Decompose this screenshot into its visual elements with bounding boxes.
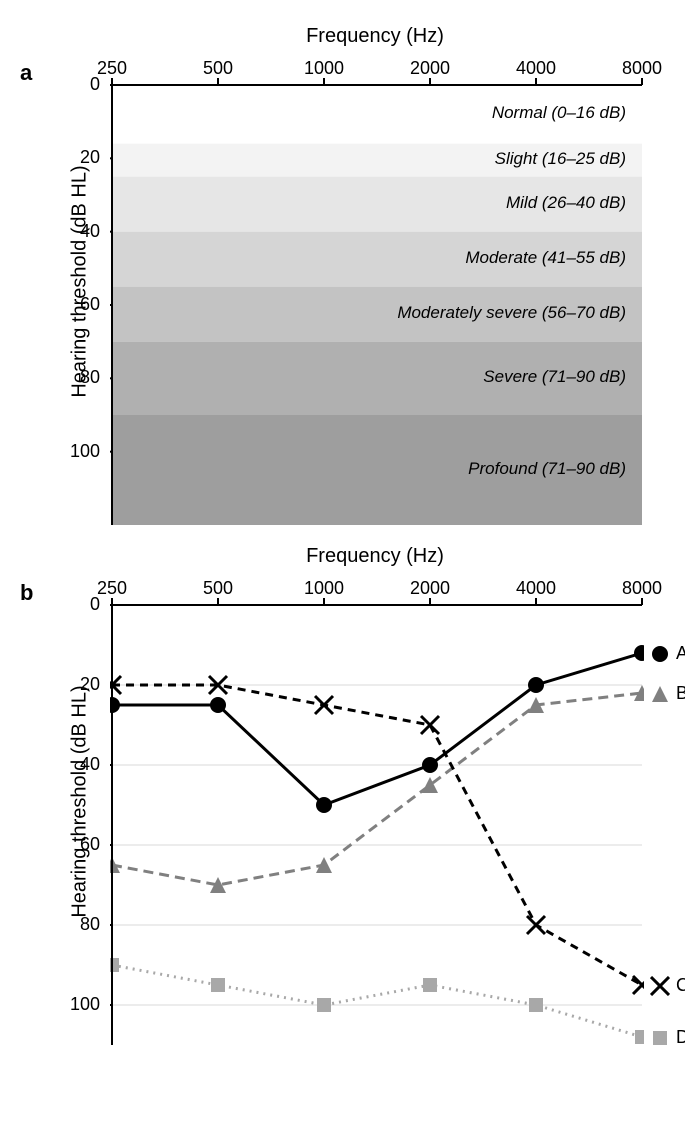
series-D-marker [211, 978, 225, 992]
series-D-marker-icon [650, 1028, 670, 1048]
series-D-marker [317, 998, 331, 1012]
panel-a-letter: a [20, 60, 32, 86]
panel-a-x-tick-label: 8000 [617, 58, 667, 79]
series-D-label-group: D [650, 1027, 685, 1048]
panel-b-x-tick-label: 4000 [511, 578, 561, 599]
panel-a-y-tick-label: 40 [60, 221, 100, 242]
series-D-marker [423, 978, 437, 992]
panel-a-x-tick-label: 1000 [299, 58, 349, 79]
series-D-marker [635, 1030, 644, 1044]
series-B-label: B [676, 683, 685, 704]
hearing-band-label: Slight (16–25 dB) [110, 149, 626, 169]
series-A-marker [634, 645, 644, 661]
panel-a-y-tick-label: 60 [60, 294, 100, 315]
panel-a-x-tick-label: 2000 [405, 58, 455, 79]
panel-a-x-tick-label: 4000 [511, 58, 561, 79]
series-C-marker-icon [650, 976, 670, 996]
panel-b-x-title: Frequency (Hz) [110, 545, 640, 568]
series-A-label: A [676, 643, 685, 664]
hearing-band-label: Severe (71–90 dB) [110, 367, 626, 387]
panel-a: a Frequency (Hz) Hearing threshold (dB H… [20, 60, 665, 530]
panel-a-y-tick-label: 80 [60, 367, 100, 388]
hearing-band-label: Mild (26–40 dB) [110, 193, 626, 213]
series-D-line [112, 965, 642, 1037]
panel-b-y-title: Hearing threshold (dB HL) [69, 652, 92, 952]
series-B-marker-icon [650, 684, 670, 704]
panel-b-x-tick-label: 500 [193, 578, 243, 599]
panel-b-y-tick-label: 0 [60, 594, 100, 615]
series-C-marker [315, 696, 333, 714]
series-A-marker-icon [650, 644, 670, 664]
series-A-marker [316, 797, 332, 813]
series-B-label-group: B [650, 683, 685, 704]
panel-b-y-tick-label: 60 [60, 834, 100, 855]
hearing-band-label: Normal (0–16 dB) [110, 103, 626, 123]
panel-b-y-tick-label: 40 [60, 754, 100, 775]
hearing-band-label: Profound (71–90 dB) [110, 459, 626, 479]
panel-b-y-tick-label: 80 [60, 914, 100, 935]
panel-b-letter: b [20, 580, 33, 606]
series-C-line [112, 685, 642, 985]
series-A-line [112, 653, 642, 805]
hearing-band-label: Moderately severe (56–70 dB) [110, 303, 626, 323]
series-A-marker [210, 697, 226, 713]
series-C-label-group: C [650, 975, 685, 996]
panel-b-chart-area: Frequency (Hz) Hearing threshold (dB HL)… [110, 580, 685, 1050]
panel-a-y-tick-label: 20 [60, 147, 100, 168]
series-D-label: D [676, 1027, 685, 1048]
panel-b: b Frequency (Hz) Hearing threshold (dB H… [20, 580, 665, 1050]
panel-a-y-tick-label: 100 [60, 441, 100, 462]
series-D-marker [529, 998, 543, 1012]
panel-b-svg [110, 580, 644, 1050]
series-C-marker [633, 976, 644, 994]
series-A-marker [422, 757, 438, 773]
panel-a-x-title: Frequency (Hz) [110, 25, 640, 48]
series-A-marker [528, 677, 544, 693]
series-C-label: C [676, 975, 685, 996]
panel-b-y-tick-label: 100 [60, 994, 100, 1015]
panel-b-x-tick-label: 2000 [405, 578, 455, 599]
hearing-band-label: Moderate (41–55 dB) [110, 248, 626, 268]
panel-a-chart-area: Frequency (Hz) Hearing threshold (dB HL)… [110, 60, 670, 530]
panel-a-x-tick-label: 500 [193, 58, 243, 79]
series-B-line [112, 693, 642, 885]
panel-b-x-tick-label: 1000 [299, 578, 349, 599]
panel-a-y-tick-label: 0 [60, 74, 100, 95]
panel-b-y-tick-label: 20 [60, 674, 100, 695]
series-A-label-group: A [650, 643, 685, 664]
panel-b-x-tick-label: 8000 [617, 578, 667, 599]
